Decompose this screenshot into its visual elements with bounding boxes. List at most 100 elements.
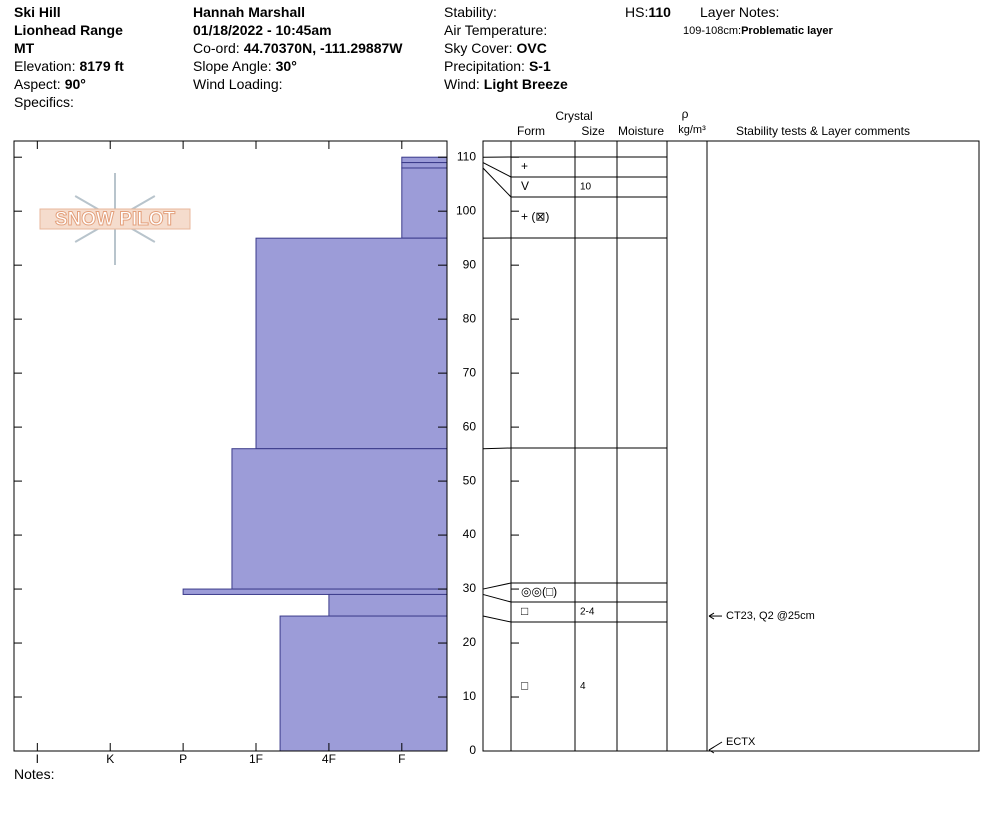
y-tick-label: 110	[457, 149, 476, 163]
field-label: Stability:	[444, 4, 497, 20]
field-value: Lionhead Range	[14, 22, 123, 38]
header-line: Wind: Light Breeze	[444, 76, 568, 92]
column-header: Moisture	[618, 124, 664, 138]
x-tick-label: F	[398, 752, 405, 766]
header-line: Wind Loading:	[193, 76, 283, 92]
table-frame	[482, 140, 980, 752]
y-tick-label: 70	[463, 365, 477, 379]
field-label: Wind Loading:	[193, 76, 283, 92]
layer-connector	[482, 593, 512, 603]
crystal-form: V	[521, 179, 529, 193]
test-label: ECTX	[726, 736, 756, 748]
column-header: Size	[581, 124, 605, 138]
layer-connector	[482, 162, 512, 178]
field-value: OVC	[516, 40, 547, 56]
y-tick-label: 100	[456, 203, 476, 217]
field-label: Elevation:	[14, 58, 76, 74]
layer-connector	[482, 447, 512, 450]
header-line: Ski Hill	[14, 4, 61, 20]
column-header: kg/m³	[678, 124, 706, 136]
y-tick-label: 80	[463, 311, 477, 325]
header-line: Stability:	[444, 4, 497, 20]
crystal-form: ◎◎(□)	[521, 585, 557, 599]
field-label: Slope Angle:	[193, 58, 272, 74]
logo-ribbon	[39, 208, 191, 230]
field-label: Co-ord:	[193, 40, 240, 56]
header-line: 01/18/2022 - 10:45am	[193, 22, 332, 38]
field-label: Sky Cover:	[444, 40, 513, 56]
arrow-head	[708, 612, 715, 620]
header-line: Aspect: 90°	[14, 76, 86, 92]
y-tick-label: 90	[463, 257, 477, 271]
field-value: Light Breeze	[483, 76, 568, 92]
hardness-frame	[13, 140, 448, 752]
layer-connector	[482, 615, 512, 623]
layer-connector	[482, 167, 512, 198]
hardness-bar	[401, 162, 448, 169]
field-value: MT	[14, 40, 35, 56]
hs: HS:110	[625, 4, 671, 20]
header-line: Precipitation: S-1	[444, 58, 551, 74]
y-tick-label: 40	[463, 527, 477, 541]
header-line: Elevation: 8179 ft	[14, 58, 124, 74]
arrow-head	[708, 746, 715, 754]
field-label: Specifics:	[14, 94, 74, 110]
logo-text: SNOW PILOT	[55, 209, 176, 230]
column-header: Stability tests & Layer comments	[736, 124, 910, 138]
y-tick-label: 30	[463, 581, 477, 595]
hardness-bar	[401, 167, 448, 239]
header-line: Hannah Marshall	[193, 4, 305, 20]
crystal-form: □	[521, 604, 528, 618]
x-tick-label: K	[106, 752, 114, 766]
hardness-bar	[279, 615, 448, 752]
header-line: Lionhead Range	[14, 22, 123, 38]
header-line: Specifics:	[14, 94, 74, 110]
hardness-bar	[182, 588, 448, 595]
layer-notes-title: Layer Notes:	[700, 4, 780, 20]
field-label: Air Temperature:	[444, 22, 548, 38]
x-tick-label: I	[36, 752, 39, 766]
test-label: CT23, Q2 @25cm	[726, 610, 815, 622]
header-line: MT	[14, 40, 34, 56]
layer-note: 109-108cm:Problematic layer	[683, 23, 833, 39]
y-tick-label: 10	[463, 689, 477, 703]
field-value: 30°	[275, 58, 297, 74]
column-header: Crystal	[555, 109, 592, 123]
crystal-size: 2-4	[580, 607, 595, 618]
hardness-bar	[328, 593, 448, 617]
header-line: Slope Angle: 30°	[193, 58, 297, 74]
field-value: Ski Hill	[14, 4, 61, 20]
field-value: Hannah Marshall	[193, 4, 306, 20]
field-label: HS:	[625, 4, 649, 20]
header-line: Sky Cover: OVC	[444, 40, 547, 56]
field-value: 110	[648, 4, 671, 20]
field-value: 44.70370N, -111.29887W	[243, 40, 403, 56]
column-header: ρ	[682, 107, 689, 121]
y-tick-label: 50	[463, 473, 477, 487]
field-value: S-1	[528, 58, 551, 74]
crystal-size: 4	[580, 681, 586, 692]
field-value: 90°	[64, 76, 86, 92]
header-line: Air Temperature:	[444, 22, 547, 38]
y-tick-label: 0	[469, 743, 476, 757]
column-header: Form	[517, 124, 545, 138]
field-label: Precipitation:	[444, 58, 525, 74]
x-tick-label: P	[179, 752, 187, 766]
hardness-bar	[255, 237, 448, 450]
crystal-form: + (⊠)	[521, 210, 549, 224]
hardness-bar	[401, 156, 448, 164]
field-label: Wind:	[444, 76, 480, 92]
note-text: Problematic layer	[741, 25, 833, 37]
x-tick-label: 1F	[249, 752, 263, 766]
field-value: 8179 ft	[79, 58, 124, 74]
field-value: 01/18/2022 - 10:45am	[193, 22, 332, 38]
notes: Notes:	[14, 766, 55, 782]
crystal-size: 10	[580, 182, 592, 193]
header-line: Co-ord: 44.70370N, -111.29887W	[193, 40, 402, 56]
hardness-bar	[231, 448, 448, 590]
crystal-form: □	[521, 679, 528, 693]
x-tick-label: 4F	[322, 752, 336, 766]
y-tick-label: 20	[463, 635, 477, 649]
